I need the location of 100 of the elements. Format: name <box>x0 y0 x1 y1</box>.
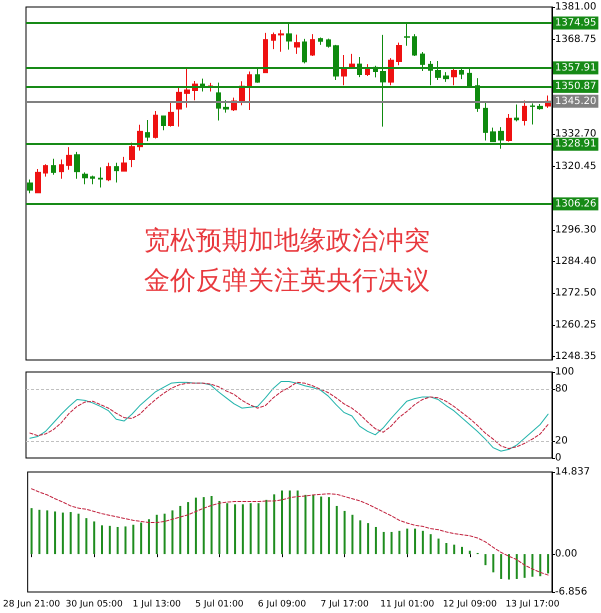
y-tick-label: 20 <box>555 435 568 446</box>
candlestick <box>443 72 449 82</box>
candlestick <box>98 166 103 188</box>
bar <box>281 490 284 554</box>
candlestick <box>114 162 119 183</box>
y-tick-label: 1260.25 <box>555 320 596 331</box>
bar <box>194 498 197 554</box>
bar <box>187 502 190 554</box>
y-tick-label: 0.00 <box>555 548 578 560</box>
bar <box>70 512 72 554</box>
y-tick-label: 1368.75 <box>555 34 596 45</box>
bar <box>202 497 205 554</box>
candlestick <box>483 101 488 142</box>
bar <box>226 503 228 554</box>
bar <box>171 510 174 554</box>
bar <box>116 526 119 554</box>
candlestick <box>121 156 127 172</box>
bar <box>242 504 244 554</box>
bar <box>398 530 400 554</box>
candlestick <box>51 158 56 176</box>
bar <box>148 519 150 554</box>
y-tick-label: -6.856 <box>555 586 588 598</box>
bar <box>218 500 220 554</box>
bar <box>234 504 236 554</box>
y-tick-label: 14.837 <box>555 466 590 478</box>
candlestick <box>66 146 72 170</box>
candlestick <box>82 172 88 185</box>
bar <box>62 512 64 554</box>
bar <box>484 554 486 566</box>
candlestick <box>161 115 166 131</box>
ref-line-label: 1345.20 <box>555 96 596 107</box>
bar <box>78 514 80 554</box>
bar <box>531 554 534 577</box>
y-tick-label: 1272.50 <box>555 287 596 298</box>
candlestick <box>168 101 174 128</box>
candlestick <box>223 100 229 114</box>
candlestick <box>294 34 300 54</box>
candlestick <box>153 110 158 139</box>
bar <box>124 526 126 554</box>
y-tick-label: 100 <box>555 366 574 378</box>
bar <box>336 506 338 554</box>
candlestick <box>451 68 457 86</box>
candlestick <box>35 168 41 194</box>
x-tick-label: 30 Jun 05:00 <box>66 600 124 610</box>
ref-line-label: 1328.91 <box>555 138 596 150</box>
x-tick-label: 1 Jul 13:00 <box>132 600 182 610</box>
bar <box>304 494 306 554</box>
x-tick-label: 12 Jul 09:00 <box>442 600 498 610</box>
bar <box>85 518 88 554</box>
bar <box>250 503 252 554</box>
candlestick <box>247 71 252 110</box>
bar <box>500 554 502 579</box>
bar <box>54 511 56 554</box>
x-tick-label: 11 Jul 01:00 <box>380 600 434 610</box>
candlestick <box>514 104 519 122</box>
candlestick <box>59 159 64 180</box>
x-tick-label: 6 Jul 09:00 <box>258 600 306 610</box>
y-tick-label: 1284.40 <box>555 256 596 267</box>
line-series <box>31 488 549 576</box>
ref-line-label: 1350.87 <box>555 80 596 92</box>
candlestick <box>522 100 527 126</box>
candlestick <box>90 175 95 185</box>
x-tick-label: 7 Jul 17:00 <box>320 600 370 610</box>
y-tick-label: 80 <box>555 384 568 395</box>
bar <box>38 510 40 554</box>
bar <box>374 526 377 554</box>
x-tick-label: 5 Jul 01:00 <box>195 600 244 610</box>
bar <box>140 522 142 554</box>
bar <box>30 508 33 554</box>
candlestick <box>388 58 394 86</box>
candlestick <box>530 102 535 125</box>
bar <box>258 503 260 554</box>
bar <box>108 526 111 554</box>
y-tick-label: 1332.70 <box>555 128 596 140</box>
bar <box>461 546 463 554</box>
bar <box>430 534 432 554</box>
candlestick <box>74 151 80 180</box>
ref-line-label: 1374.95 <box>555 17 596 28</box>
y-tick-label: 1296.30 <box>555 224 596 236</box>
bar <box>344 510 346 554</box>
candlestick <box>129 142 135 168</box>
candlestick <box>184 67 190 108</box>
ref-line-label: 1306.26 <box>555 198 596 210</box>
candlestick <box>537 103 543 110</box>
bar <box>273 494 276 554</box>
bar <box>210 496 213 554</box>
bar <box>367 523 370 554</box>
candlestick <box>176 86 182 128</box>
candlestick <box>106 162 111 182</box>
bar <box>320 496 322 554</box>
bar <box>288 490 291 554</box>
bar <box>539 554 542 576</box>
candlestick <box>271 32 276 50</box>
candlestick <box>412 34 417 56</box>
bar <box>382 532 385 554</box>
ref-line-label: 1357.91 <box>555 62 596 74</box>
candlestick <box>145 120 150 142</box>
y-tick-label: 0 <box>555 452 562 464</box>
y-tick-label: 1320.45 <box>555 161 596 172</box>
bar <box>390 532 393 554</box>
